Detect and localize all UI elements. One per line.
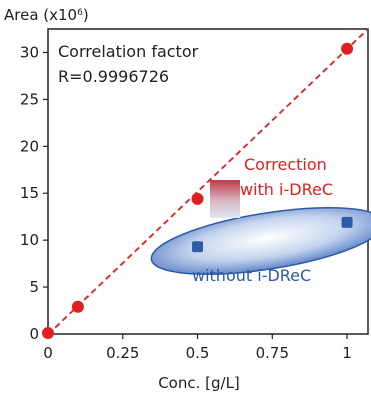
y-tick-label: 15 bbox=[20, 184, 39, 202]
correlation-value-label: R=0.9996726 bbox=[58, 67, 169, 86]
series-label-correction-line1: Correction bbox=[244, 155, 327, 174]
correction-arrow bbox=[210, 180, 240, 218]
plot-frame bbox=[47, 28, 369, 335]
correlation-factor-label: Correlation factor bbox=[58, 42, 199, 61]
point-corrected bbox=[71, 300, 84, 313]
without-idrec-ellipse bbox=[150, 207, 371, 275]
point-corrected bbox=[191, 192, 204, 205]
x-tick-label: 0 bbox=[43, 344, 53, 362]
series-label-without: without i-DReC bbox=[192, 266, 311, 285]
y-tick-label: 0 bbox=[29, 325, 39, 343]
y-tick-label: 5 bbox=[29, 278, 39, 296]
y-tick-label: 30 bbox=[20, 43, 39, 61]
fit-line bbox=[47, 28, 369, 336]
series-label-correction-line2: with i-DReC bbox=[240, 180, 333, 199]
y-tick-label: 10 bbox=[20, 231, 39, 249]
x-tick-label: 0.25 bbox=[106, 344, 139, 362]
fit-line-group bbox=[47, 28, 369, 336]
data-marks bbox=[42, 42, 354, 340]
y-axis-label: Area (x106) bbox=[4, 6, 89, 24]
point-corrected bbox=[341, 42, 354, 55]
x-tick-label: 1 bbox=[342, 344, 352, 362]
y-tick-label: 25 bbox=[20, 90, 39, 108]
x-axis-label: Conc. [g/L] bbox=[158, 374, 240, 392]
point-uncorrected bbox=[192, 241, 204, 253]
y-tick-label: 20 bbox=[20, 137, 39, 155]
x-tick-label: 0.5 bbox=[186, 344, 210, 362]
point-uncorrected bbox=[341, 216, 353, 228]
point-corrected bbox=[42, 327, 54, 340]
x-tick-label: 0.75 bbox=[256, 344, 289, 362]
